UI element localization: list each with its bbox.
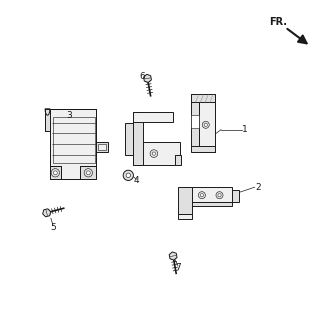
Circle shape	[198, 192, 205, 199]
Polygon shape	[125, 123, 133, 155]
Circle shape	[84, 169, 93, 177]
Polygon shape	[133, 112, 173, 122]
Circle shape	[216, 192, 223, 199]
Polygon shape	[184, 202, 232, 206]
Circle shape	[152, 152, 156, 155]
Circle shape	[150, 150, 158, 157]
Polygon shape	[133, 142, 180, 165]
Polygon shape	[191, 94, 215, 102]
Text: 4: 4	[133, 176, 139, 185]
Text: FR.: FR.	[269, 17, 287, 28]
Polygon shape	[43, 209, 51, 217]
Polygon shape	[45, 109, 50, 115]
Polygon shape	[178, 214, 192, 219]
Text: 6: 6	[140, 72, 146, 81]
Polygon shape	[199, 94, 215, 152]
Polygon shape	[144, 74, 151, 83]
Polygon shape	[184, 187, 232, 202]
Polygon shape	[232, 190, 239, 202]
Circle shape	[218, 194, 221, 197]
Circle shape	[86, 171, 90, 175]
Polygon shape	[45, 109, 50, 131]
Polygon shape	[50, 109, 96, 179]
Circle shape	[202, 121, 209, 128]
Polygon shape	[191, 94, 199, 149]
Circle shape	[53, 171, 57, 175]
Polygon shape	[98, 144, 106, 150]
Text: 2: 2	[255, 183, 261, 192]
Circle shape	[123, 170, 133, 180]
Polygon shape	[175, 155, 181, 165]
Text: 3: 3	[66, 111, 72, 120]
Circle shape	[204, 123, 207, 126]
Polygon shape	[169, 252, 177, 260]
Text: 7: 7	[175, 263, 181, 272]
Polygon shape	[80, 166, 96, 179]
Polygon shape	[50, 166, 61, 179]
Circle shape	[200, 194, 203, 197]
Text: 5: 5	[50, 223, 56, 232]
Polygon shape	[178, 187, 192, 214]
Text: 1: 1	[242, 125, 248, 134]
Circle shape	[51, 169, 60, 177]
Circle shape	[126, 173, 130, 178]
Polygon shape	[191, 146, 215, 152]
Polygon shape	[133, 112, 143, 165]
Polygon shape	[191, 115, 199, 128]
Polygon shape	[96, 142, 108, 152]
